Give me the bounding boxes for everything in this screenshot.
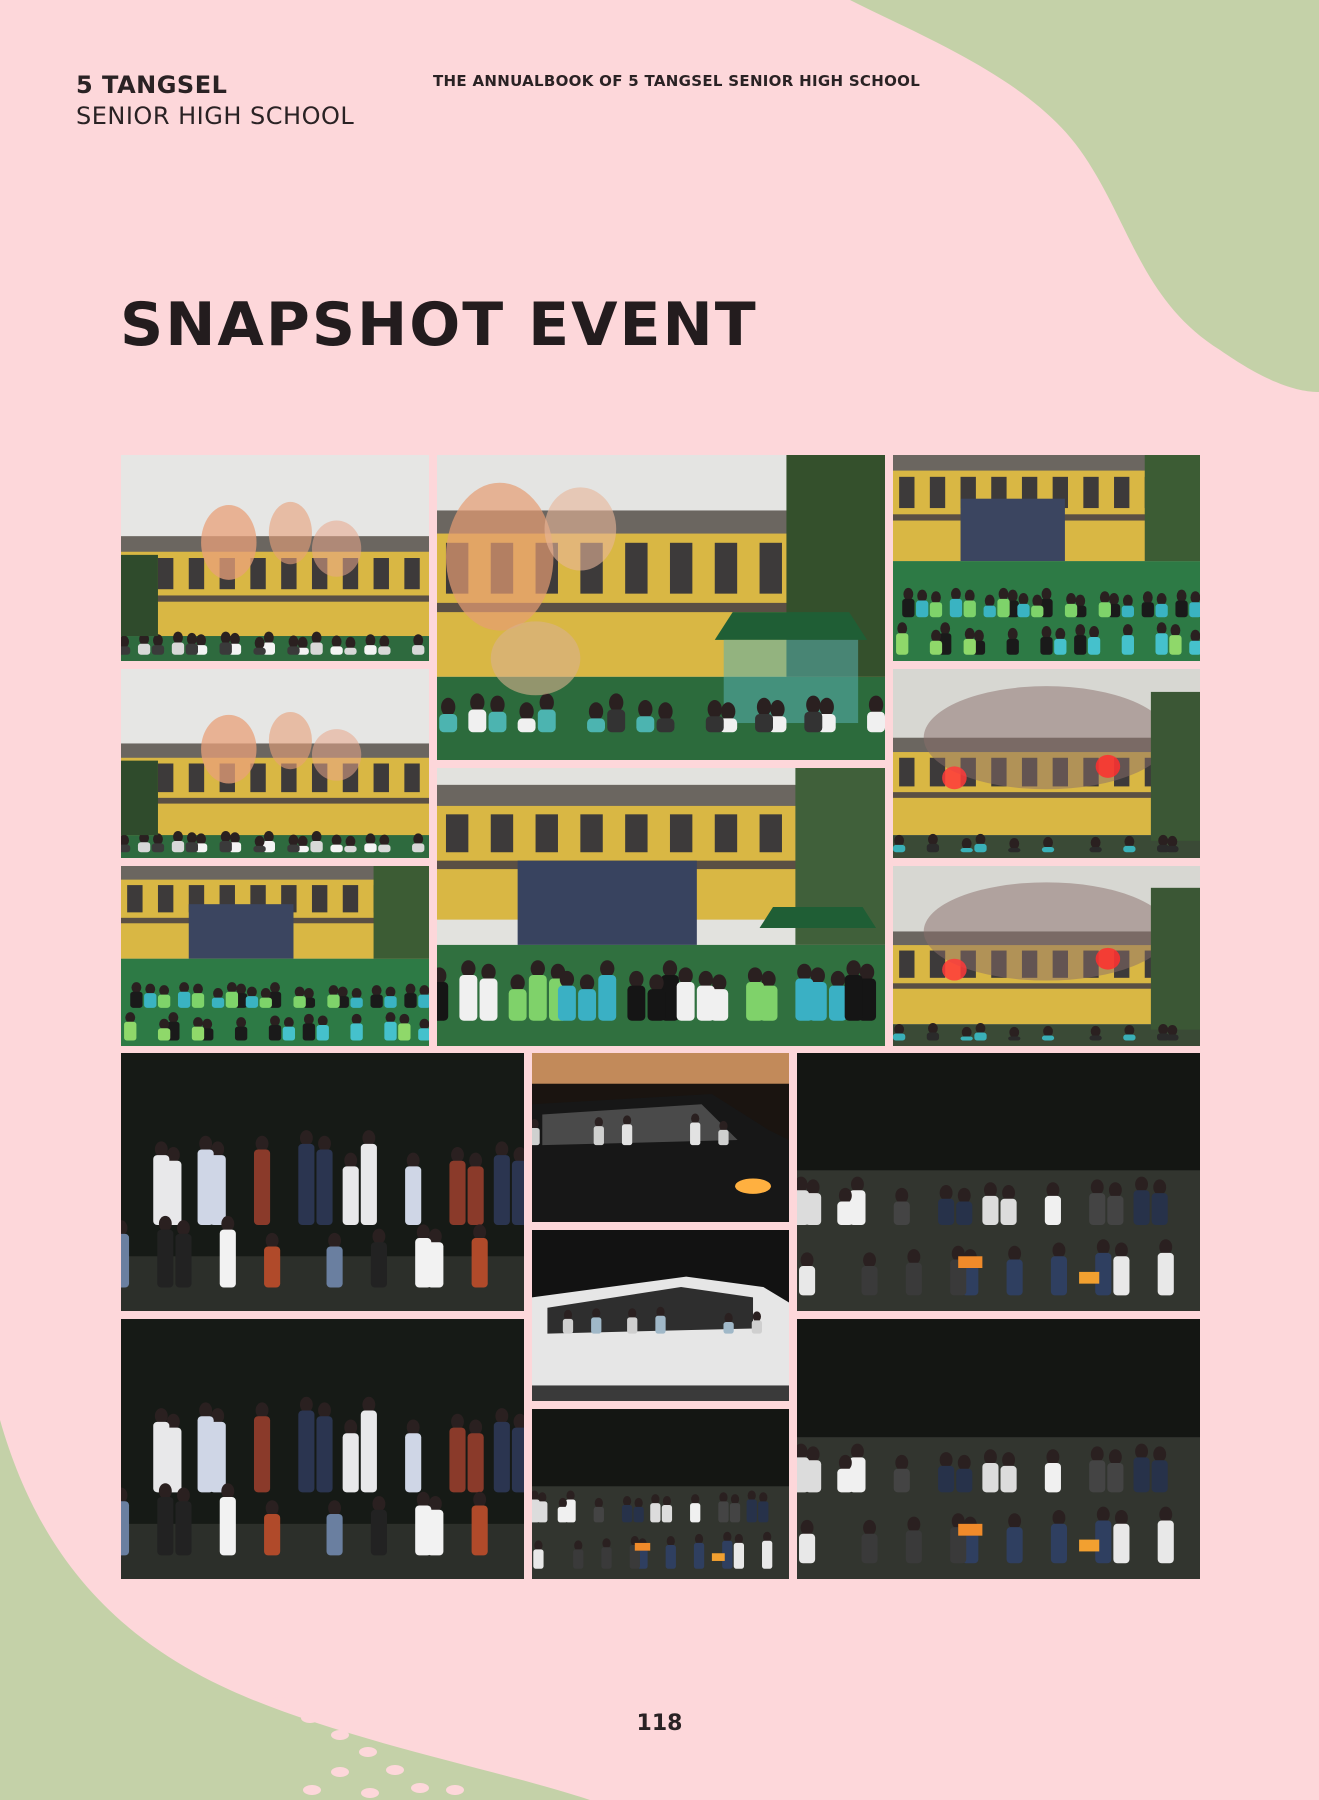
photo-4	[121, 669, 429, 858]
photo-6	[893, 669, 1200, 858]
book-title: THE ANNUALBOOK OF 5 TANGSEL SENIOR HIGH …	[433, 72, 921, 90]
page-number: 118	[636, 1711, 683, 1736]
dot-pattern	[271, 1697, 464, 1798]
bottom-left-green-blob	[0, 1420, 590, 1800]
photo-2	[437, 455, 885, 760]
photo-3	[893, 455, 1200, 661]
page-title: SNAPSHOT EVENT	[120, 290, 758, 360]
photo-7	[121, 866, 429, 1046]
photo-12	[532, 1230, 789, 1401]
photo-9	[121, 1053, 524, 1311]
school-name-line2: SENIOR HIGH SCHOOL	[76, 102, 355, 130]
school-name: 5 TANGSEL SENIOR HIGH SCHOOL	[76, 70, 354, 132]
photo-1	[121, 455, 429, 661]
photo-5	[437, 768, 885, 1046]
photo-11	[797, 1053, 1200, 1311]
top-right-green-blob	[850, 0, 1319, 392]
photo-14	[532, 1409, 789, 1579]
school-name-line1: 5 TANGSEL	[76, 71, 228, 99]
photo-15	[797, 1319, 1200, 1579]
photo-8	[893, 866, 1200, 1046]
photo-10	[532, 1053, 789, 1222]
photo-13	[121, 1319, 524, 1579]
